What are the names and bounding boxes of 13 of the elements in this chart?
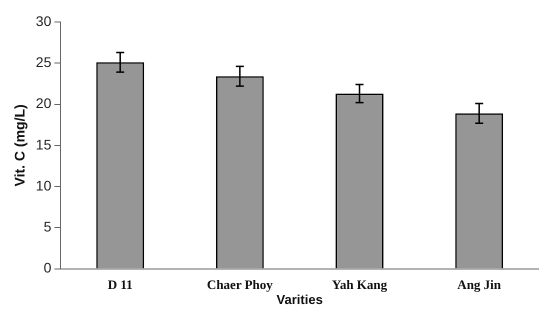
y-tick-label: 15 — [36, 136, 52, 152]
x-tick-label: D 11 — [108, 276, 133, 292]
x-tick-label: Chaer Phoy — [206, 276, 274, 292]
x-axis-title: Varities — [276, 292, 323, 307]
y-tick-label: 0 — [44, 260, 52, 276]
x-tick-label: Ang Jin — [457, 276, 502, 292]
y-tick-label: 30 — [36, 12, 52, 29]
y-tick-label: 10 — [36, 177, 52, 194]
y-tick-label: 25 — [36, 54, 52, 70]
x-tick-label: Yah Kang — [332, 276, 388, 292]
y-axis-title: Vit. C (mg/L) — [11, 104, 28, 186]
y-tick-label: 5 — [44, 218, 52, 235]
y-tick-label: 20 — [36, 95, 52, 112]
